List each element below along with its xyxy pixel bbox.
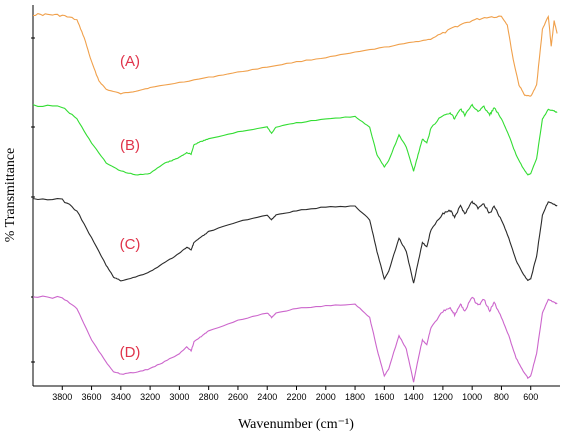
x-tick-label: 1200 bbox=[433, 392, 453, 402]
series-tags: (A) (B) (C) (D) bbox=[120, 53, 141, 361]
x-tick-label: 3200 bbox=[140, 392, 160, 402]
x-tick-label: 800 bbox=[494, 392, 509, 402]
x-tick-label: 1800 bbox=[345, 392, 365, 402]
series-line-d bbox=[32, 295, 558, 383]
x-tick-label: 3600 bbox=[82, 392, 102, 402]
x-tick-label: 1000 bbox=[462, 392, 482, 402]
series-tag-a: (A) bbox=[120, 53, 140, 70]
x-tick-label: 3000 bbox=[169, 392, 189, 402]
y-axis-title: % Transmittance bbox=[3, 148, 18, 243]
x-tick-label: 600 bbox=[523, 392, 538, 402]
x-tick-label: 1600 bbox=[374, 392, 394, 402]
x-tick-label: 2200 bbox=[286, 392, 306, 402]
series-tag-c: (C) bbox=[120, 236, 141, 253]
x-tick-label: 1400 bbox=[404, 392, 424, 402]
x-tick-label: 3400 bbox=[111, 392, 131, 402]
x-axis-ticks: 3800 3600 3400 3200 3000 2800 2600 2400 2200 2000… bbox=[52, 386, 538, 402]
series-line-c bbox=[32, 197, 558, 284]
spectra-series bbox=[32, 12, 558, 383]
x-axis-title: Wavenumber (cm⁻¹) bbox=[238, 417, 354, 432]
series-tag-b: (B) bbox=[120, 137, 140, 154]
x-tick-label: 2800 bbox=[199, 392, 219, 402]
x-tick-label: 2600 bbox=[228, 392, 248, 402]
x-tick-label: 3800 bbox=[52, 392, 72, 402]
series-tag-d: (D) bbox=[120, 344, 141, 361]
series-line-a bbox=[32, 12, 558, 97]
x-tick-label: 2400 bbox=[257, 392, 277, 402]
series-line-b bbox=[32, 103, 558, 176]
x-tick-label: 2000 bbox=[316, 392, 336, 402]
